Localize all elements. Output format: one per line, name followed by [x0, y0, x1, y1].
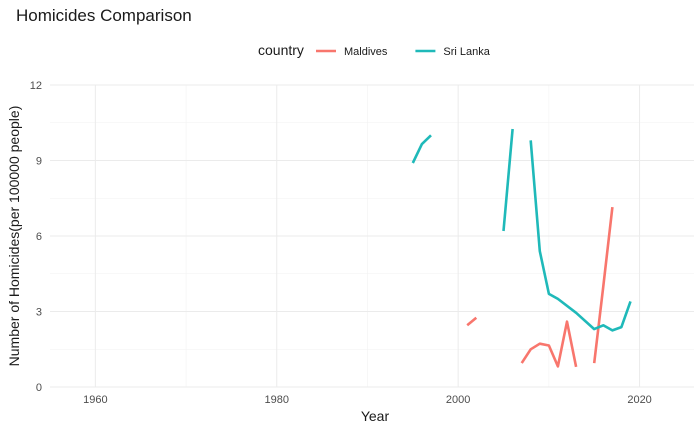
series-line-maldives [520, 320, 578, 368]
legend-label-maldives: Maldives [344, 46, 388, 58]
y-tick-label: 12 [30, 80, 42, 92]
x-axis-label: Year [361, 408, 390, 424]
series-line-sri-lanka [529, 140, 632, 332]
legend-title: country [258, 42, 304, 58]
grid [50, 84, 694, 388]
y-tick-label: 6 [36, 231, 42, 243]
series-lines [411, 128, 632, 368]
chart-title: Homicides Comparison [16, 6, 192, 25]
x-tick-label: 2020 [627, 394, 651, 406]
y-axis-label: Number of Homicides(per 100000 people) [6, 106, 22, 367]
legend-label-sri-lanka: Sri Lanka [443, 46, 490, 58]
series-line-maldives [466, 316, 478, 327]
series-line-maldives [592, 206, 614, 364]
x-tick-label: 2000 [446, 394, 470, 406]
y-tick-label: 9 [36, 156, 42, 168]
y-tick-label: 3 [36, 307, 42, 319]
y-axis-ticks: 0 3 6 9 12 [30, 80, 42, 394]
series-line-sri-lanka [502, 128, 514, 232]
x-axis-ticks: 1960 1980 2000 2020 [83, 394, 652, 406]
series-line-sri-lanka [411, 134, 432, 164]
legend: country Maldives Sri Lanka [258, 42, 491, 58]
x-tick-label: 1960 [83, 394, 107, 406]
y-tick-label: 0 [36, 382, 42, 394]
x-tick-label: 1980 [265, 394, 289, 406]
